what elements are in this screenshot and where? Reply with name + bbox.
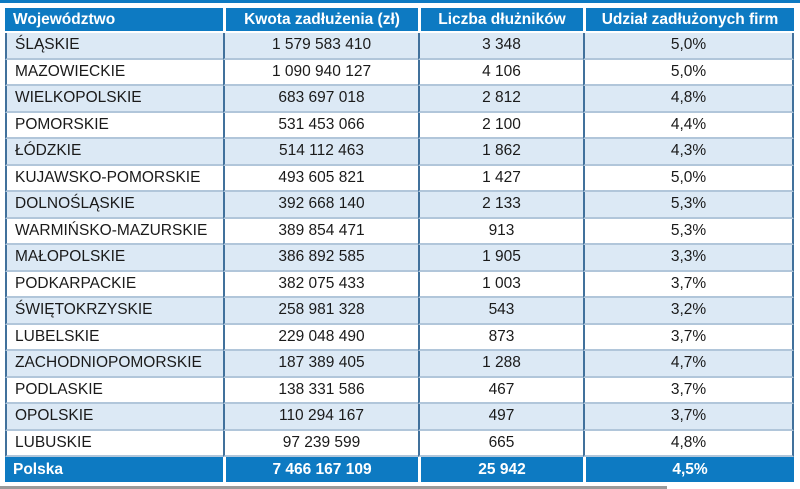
cell-kwota: 493 605 821: [223, 165, 418, 192]
column-header-udzial-zadluzonych: Udział zadłużonych firm: [583, 8, 794, 33]
cell-kwota: 1 579 583 410: [223, 33, 418, 60]
cell-udzial: 4,8%: [583, 86, 794, 113]
table-row: ŚLĄSKIE 1 579 583 410 3 348 5,0%: [5, 33, 794, 60]
total-cell-udzial: 4,5%: [583, 457, 794, 482]
cell-wojewodztwo: ŁÓDZKIE: [5, 139, 223, 166]
cell-wojewodztwo: OPOLSKIE: [5, 404, 223, 431]
cell-liczba: 873: [418, 324, 583, 351]
table-row: PODKARPACKIE 382 075 433 1 003 3,7%: [5, 271, 794, 298]
cell-wojewodztwo: POMORSKIE: [5, 112, 223, 139]
cell-udzial: 3,2%: [583, 298, 794, 325]
cell-wojewodztwo: ŚLĄSKIE: [5, 33, 223, 60]
table-row: KUJAWSKO-POMORSKIE 493 605 821 1 427 5,0%: [5, 165, 794, 192]
cell-wojewodztwo: WIELKOPOLSKIE: [5, 86, 223, 113]
cell-udzial: 4,7%: [583, 351, 794, 378]
debt-table: Województwo Kwota zadłużenia (zł) Liczba…: [5, 8, 794, 482]
table-row: DOLNOŚLĄSKIE 392 668 140 2 133 5,3%: [5, 192, 794, 219]
table-row: LUBELSKIE 229 048 490 873 3,7%: [5, 324, 794, 351]
cell-wojewodztwo: DOLNOŚLĄSKIE: [5, 192, 223, 219]
cell-liczba: 467: [418, 377, 583, 404]
debt-table-container: Województwo Kwota zadłużenia (zł) Liczba…: [5, 8, 794, 482]
top-border-strip: [0, 0, 800, 3]
cell-udzial: 3,3%: [583, 245, 794, 272]
cell-kwota: 110 294 167: [223, 404, 418, 431]
table-row: MAŁOPOLSKIE 386 892 585 1 905 3,3%: [5, 245, 794, 272]
cell-udzial: 4,3%: [583, 139, 794, 166]
cell-liczba: 2 100: [418, 112, 583, 139]
table-row: ZACHODNIOPOMORSKIE 187 389 405 1 288 4,7%: [5, 351, 794, 378]
cell-udzial: 3,7%: [583, 404, 794, 431]
cell-wojewodztwo: MAŁOPOLSKIE: [5, 245, 223, 272]
cell-wojewodztwo: PODKARPACKIE: [5, 271, 223, 298]
table-row: LUBUSKIE 97 239 599 665 4,8%: [5, 430, 794, 457]
cell-wojewodztwo: MAZOWIECKIE: [5, 59, 223, 86]
cell-kwota: 138 331 586: [223, 377, 418, 404]
cell-udzial: 3,7%: [583, 324, 794, 351]
bottom-shadow-strip: [0, 486, 667, 489]
cell-udzial: 5,0%: [583, 33, 794, 60]
cell-kwota: 389 854 471: [223, 218, 418, 245]
column-header-wojewodztwo: Województwo: [5, 8, 223, 33]
cell-wojewodztwo: LUBELSKIE: [5, 324, 223, 351]
cell-udzial: 5,3%: [583, 192, 794, 219]
cell-liczba: 913: [418, 218, 583, 245]
cell-liczba: 4 106: [418, 59, 583, 86]
table-row: MAZOWIECKIE 1 090 940 127 4 106 5,0%: [5, 59, 794, 86]
cell-liczba: 1 288: [418, 351, 583, 378]
cell-kwota: 382 075 433: [223, 271, 418, 298]
cell-wojewodztwo: LUBUSKIE: [5, 430, 223, 457]
table-row: WARMIŃSKO-MAZURSKIE 389 854 471 913 5,3%: [5, 218, 794, 245]
cell-kwota: 392 668 140: [223, 192, 418, 219]
cell-kwota: 1 090 940 127: [223, 59, 418, 86]
cell-wojewodztwo: ŚWIĘTOKRZYSKIE: [5, 298, 223, 325]
cell-kwota: 683 697 018: [223, 86, 418, 113]
total-cell-kwota: 7 466 167 109: [223, 457, 418, 482]
cell-liczba: 2 133: [418, 192, 583, 219]
header-row: Województwo Kwota zadłużenia (zł) Liczba…: [5, 8, 794, 33]
cell-liczba: 1 427: [418, 165, 583, 192]
cell-kwota: 97 239 599: [223, 430, 418, 457]
table-row: PODLASKIE 138 331 586 467 3,7%: [5, 377, 794, 404]
cell-kwota: 514 112 463: [223, 139, 418, 166]
cell-udzial: 4,8%: [583, 430, 794, 457]
table-header: Województwo Kwota zadłużenia (zł) Liczba…: [5, 8, 794, 33]
cell-udzial: 4,4%: [583, 112, 794, 139]
cell-liczba: 1 003: [418, 271, 583, 298]
cell-kwota: 258 981 328: [223, 298, 418, 325]
total-row: Polska 7 466 167 109 25 942 4,5%: [5, 457, 794, 482]
cell-kwota: 229 048 490: [223, 324, 418, 351]
cell-udzial: 5,3%: [583, 218, 794, 245]
cell-wojewodztwo: PODLASKIE: [5, 377, 223, 404]
cell-liczba: 543: [418, 298, 583, 325]
column-header-liczba-dluznikow: Liczba dłużników: [418, 8, 583, 33]
table-row: WIELKOPOLSKIE 683 697 018 2 812 4,8%: [5, 86, 794, 113]
table-row: POMORSKIE 531 453 066 2 100 4,4%: [5, 112, 794, 139]
cell-udzial: 3,7%: [583, 271, 794, 298]
total-cell-liczba: 25 942: [418, 457, 583, 482]
total-cell-wojewodztwo: Polska: [5, 457, 223, 482]
cell-liczba: 1 862: [418, 139, 583, 166]
table-row: ŚWIĘTOKRZYSKIE 258 981 328 543 3,2%: [5, 298, 794, 325]
table-footer: Polska 7 466 167 109 25 942 4,5%: [5, 457, 794, 482]
column-header-kwota-zadluzenia: Kwota zadłużenia (zł): [223, 8, 418, 33]
cell-udzial: 5,0%: [583, 165, 794, 192]
cell-kwota: 187 389 405: [223, 351, 418, 378]
cell-liczba: 497: [418, 404, 583, 431]
table-row: OPOLSKIE 110 294 167 497 3,7%: [5, 404, 794, 431]
table-row: ŁÓDZKIE 514 112 463 1 862 4,3%: [5, 139, 794, 166]
table-body: ŚLĄSKIE 1 579 583 410 3 348 5,0% MAZOWIECKIE…: [5, 33, 794, 457]
cell-kwota: 386 892 585: [223, 245, 418, 272]
cell-liczba: 3 348: [418, 33, 583, 60]
cell-wojewodztwo: ZACHODNIOPOMORSKIE: [5, 351, 223, 378]
cell-udzial: 3,7%: [583, 377, 794, 404]
cell-wojewodztwo: WARMIŃSKO-MAZURSKIE: [5, 218, 223, 245]
cell-liczba: 2 812: [418, 86, 583, 113]
cell-liczba: 1 905: [418, 245, 583, 272]
cell-udzial: 5,0%: [583, 59, 794, 86]
cell-kwota: 531 453 066: [223, 112, 418, 139]
cell-wojewodztwo: KUJAWSKO-POMORSKIE: [5, 165, 223, 192]
cell-liczba: 665: [418, 430, 583, 457]
